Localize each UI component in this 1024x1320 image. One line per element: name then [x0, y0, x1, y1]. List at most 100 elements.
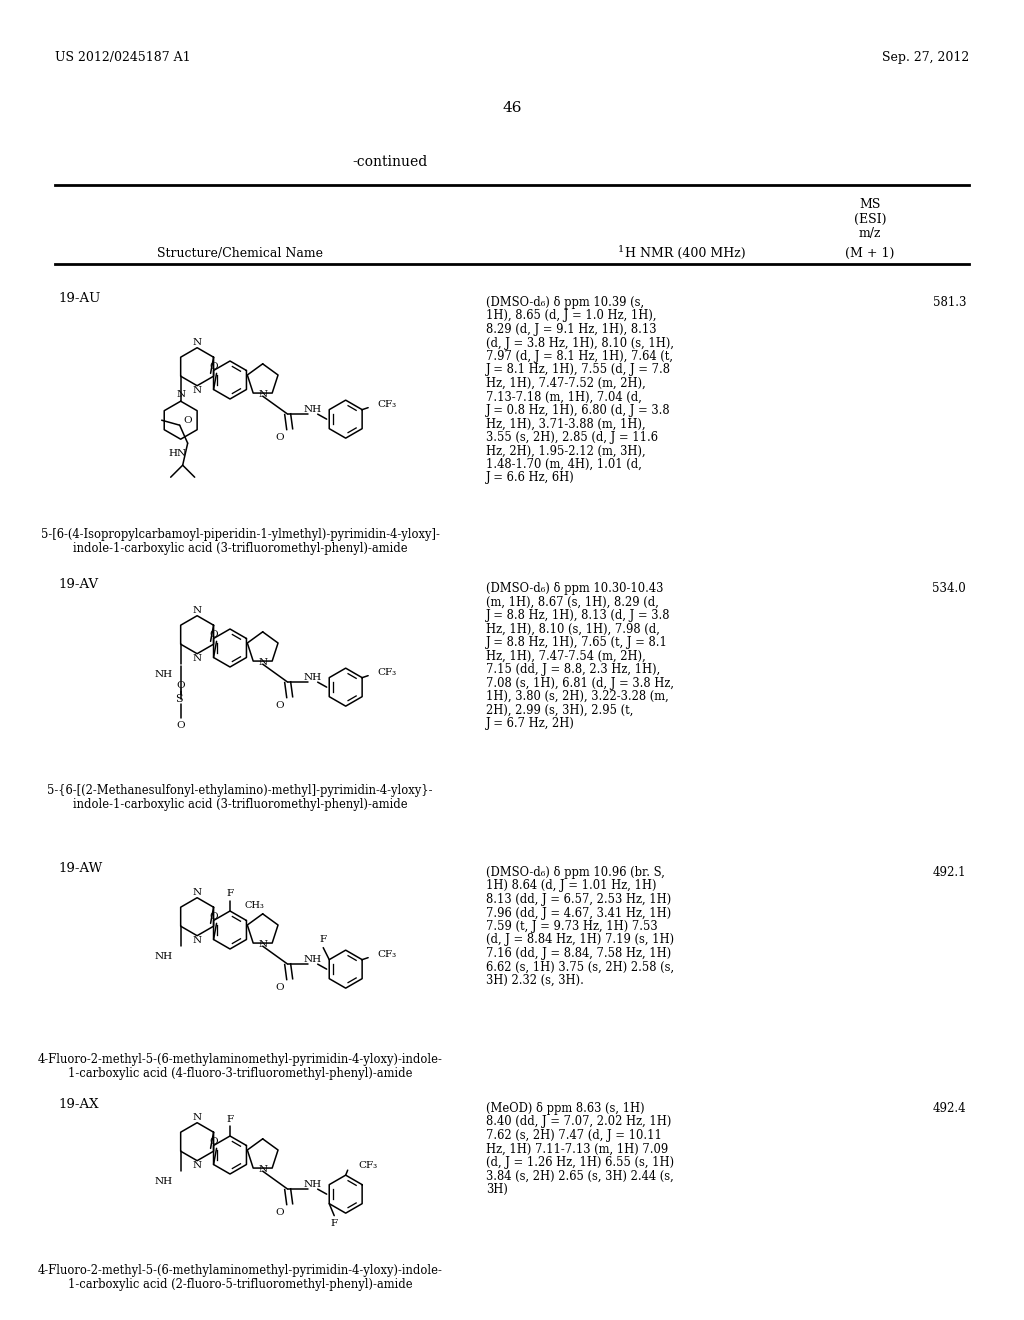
Text: 1-carboxylic acid (2-fluoro-5-trifluoromethyl-phenyl)-amide: 1-carboxylic acid (2-fluoro-5-trifluorom… [68, 1278, 413, 1291]
Text: (d, J = 1.26 Hz, 1H) 6.55 (s, 1H): (d, J = 1.26 Hz, 1H) 6.55 (s, 1H) [486, 1156, 674, 1170]
Text: O: O [275, 982, 284, 991]
Text: CF₃: CF₃ [358, 1160, 378, 1170]
Text: F: F [331, 1220, 338, 1228]
Text: 1H) 8.64 (d, J = 1.01 Hz, 1H): 1H) 8.64 (d, J = 1.01 Hz, 1H) [486, 879, 656, 892]
Text: N: N [193, 338, 202, 347]
Text: N: N [259, 389, 268, 399]
Text: 19-AX: 19-AX [58, 1097, 98, 1110]
Text: m/z: m/z [859, 227, 882, 239]
Text: 7.13-7.18 (m, 1H), 7.04 (d,: 7.13-7.18 (m, 1H), 7.04 (d, [486, 391, 642, 404]
Text: O: O [176, 681, 185, 689]
Text: 46: 46 [502, 102, 522, 115]
Text: 1.48-1.70 (m, 4H), 1.01 (d,: 1.48-1.70 (m, 4H), 1.01 (d, [486, 458, 642, 471]
Text: 4-Fluoro-2-methyl-5-(6-methylaminomethyl-pyrimidin-4-yloxy)-indole-: 4-Fluoro-2-methyl-5-(6-methylaminomethyl… [38, 1265, 442, 1276]
Text: MS: MS [859, 198, 881, 211]
Text: N: N [176, 389, 185, 399]
Text: N: N [259, 659, 268, 667]
Text: 19-AV: 19-AV [58, 578, 98, 590]
Text: O: O [209, 362, 218, 371]
Text: HN: HN [169, 449, 186, 458]
Text: Hz, 1H) 7.11-7.13 (m, 1H) 7.09: Hz, 1H) 7.11-7.13 (m, 1H) 7.09 [486, 1143, 669, 1155]
Text: Sep. 27, 2012: Sep. 27, 2012 [882, 51, 969, 65]
Text: -continued: -continued [352, 154, 428, 169]
Text: J = 8.8 Hz, 1H), 7.65 (t, J = 8.1: J = 8.8 Hz, 1H), 7.65 (t, J = 8.1 [486, 636, 668, 649]
Text: NH: NH [304, 405, 322, 413]
Text: 19-AU: 19-AU [58, 292, 100, 305]
Text: 7.96 (dd, J = 4.67, 3.41 Hz, 1H): 7.96 (dd, J = 4.67, 3.41 Hz, 1H) [486, 907, 672, 920]
Text: (M + 1): (M + 1) [846, 247, 895, 260]
Text: 8.40 (dd, J = 7.07, 2.02 Hz, 1H): 8.40 (dd, J = 7.07, 2.02 Hz, 1H) [486, 1115, 672, 1129]
Text: N: N [259, 1166, 268, 1173]
Text: 1H), 3.80 (s, 2H), 3.22-3.28 (m,: 1H), 3.80 (s, 2H), 3.22-3.28 (m, [486, 690, 669, 704]
Text: NH: NH [155, 669, 173, 678]
Text: S: S [175, 694, 182, 704]
Text: F: F [226, 1114, 233, 1123]
Text: CF₃: CF₃ [377, 668, 396, 677]
Text: N: N [193, 1162, 202, 1171]
Text: Hz, 1H), 7.47-7.54 (m, 2H),: Hz, 1H), 7.47-7.54 (m, 2H), [486, 649, 646, 663]
Text: O: O [209, 630, 218, 639]
Text: 5-{6-[(2-Methanesulfonyl-ethylamino)-methyl]-pyrimidin-4-yloxy}-: 5-{6-[(2-Methanesulfonyl-ethylamino)-met… [47, 784, 433, 797]
Text: Hz, 1H), 3.71-3.88 (m, 1H),: Hz, 1H), 3.71-3.88 (m, 1H), [486, 417, 645, 430]
Text: NH: NH [155, 1176, 173, 1185]
Text: Hz, 2H), 1.95-2.12 (m, 3H),: Hz, 2H), 1.95-2.12 (m, 3H), [486, 445, 645, 458]
Text: H NMR (400 MHz): H NMR (400 MHz) [625, 247, 745, 260]
Text: 7.15 (dd, J = 8.8, 2.3 Hz, 1H),: 7.15 (dd, J = 8.8, 2.3 Hz, 1H), [486, 663, 660, 676]
Text: 534.0: 534.0 [932, 582, 966, 595]
Text: 4-Fluoro-2-methyl-5-(6-methylaminomethyl-pyrimidin-4-yloxy)-indole-: 4-Fluoro-2-methyl-5-(6-methylaminomethyl… [38, 1053, 442, 1067]
Text: 7.97 (d, J = 8.1 Hz, 1H), 7.64 (t,: 7.97 (d, J = 8.1 Hz, 1H), 7.64 (t, [486, 350, 673, 363]
Text: (m, 1H), 8.67 (s, 1H), 8.29 (d,: (m, 1H), 8.67 (s, 1H), 8.29 (d, [486, 595, 658, 609]
Text: CF₃: CF₃ [377, 950, 396, 960]
Text: Structure/Chemical Name: Structure/Chemical Name [157, 247, 323, 260]
Text: 19-AW: 19-AW [58, 862, 102, 874]
Text: 8.13 (dd, J = 6.57, 2.53 Hz, 1H): 8.13 (dd, J = 6.57, 2.53 Hz, 1H) [486, 894, 672, 906]
Text: CH₃: CH₃ [245, 902, 264, 911]
Text: indole-1-carboxylic acid (3-trifluoromethyl-phenyl)-amide: indole-1-carboxylic acid (3-trifluoromet… [73, 799, 408, 810]
Text: N: N [193, 936, 202, 945]
Text: NH: NH [304, 673, 322, 681]
Text: 7.59 (t, J = 9.73 Hz, 1H) 7.53: 7.59 (t, J = 9.73 Hz, 1H) 7.53 [486, 920, 657, 933]
Text: O: O [176, 721, 185, 730]
Text: N: N [193, 1113, 202, 1122]
Text: 3H) 2.32 (s, 3H).: 3H) 2.32 (s, 3H). [486, 974, 584, 987]
Text: (ESI): (ESI) [854, 213, 886, 226]
Text: N: N [193, 606, 202, 615]
Text: O: O [275, 433, 284, 442]
Text: US 2012/0245187 A1: US 2012/0245187 A1 [55, 51, 190, 65]
Text: 7.62 (s, 2H) 7.47 (d, J = 10.11: 7.62 (s, 2H) 7.47 (d, J = 10.11 [486, 1129, 662, 1142]
Text: 7.16 (dd, J = 8.84, 7.58 Hz, 1H): 7.16 (dd, J = 8.84, 7.58 Hz, 1H) [486, 946, 672, 960]
Text: F: F [226, 890, 233, 899]
Text: (DMSO-d₆) δ ppm 10.39 (s,: (DMSO-d₆) δ ppm 10.39 (s, [486, 296, 644, 309]
Text: NH: NH [304, 1180, 322, 1188]
Text: 3.55 (s, 2H), 2.85 (d, J = 11.6: 3.55 (s, 2H), 2.85 (d, J = 11.6 [486, 432, 658, 444]
Text: O: O [275, 1208, 284, 1217]
Text: N: N [193, 655, 202, 663]
Text: 3H): 3H) [486, 1183, 508, 1196]
Text: (d, J = 8.84 Hz, 1H) 7.19 (s, 1H): (d, J = 8.84 Hz, 1H) 7.19 (s, 1H) [486, 933, 674, 946]
Text: O: O [183, 416, 191, 425]
Text: 1: 1 [617, 244, 624, 253]
Text: 1-carboxylic acid (4-fluoro-3-trifluoromethyl-phenyl)-amide: 1-carboxylic acid (4-fluoro-3-trifluorom… [68, 1067, 413, 1080]
Text: 581.3: 581.3 [933, 296, 966, 309]
Text: N: N [193, 387, 202, 395]
Text: J = 0.8 Hz, 1H), 6.80 (d, J = 3.8: J = 0.8 Hz, 1H), 6.80 (d, J = 3.8 [486, 404, 671, 417]
Text: (MeOD) δ ppm 8.63 (s, 1H): (MeOD) δ ppm 8.63 (s, 1H) [486, 1102, 645, 1115]
Text: J = 6.7 Hz, 2H): J = 6.7 Hz, 2H) [486, 717, 574, 730]
Text: J = 6.6 Hz, 6H): J = 6.6 Hz, 6H) [486, 471, 574, 484]
Text: 6.62 (s, 1H) 3.75 (s, 2H) 2.58 (s,: 6.62 (s, 1H) 3.75 (s, 2H) 2.58 (s, [486, 961, 674, 974]
Text: N: N [259, 940, 268, 949]
Text: CF₃: CF₃ [377, 400, 396, 409]
Text: 8.29 (d, J = 9.1 Hz, 1H), 8.13: 8.29 (d, J = 9.1 Hz, 1H), 8.13 [486, 323, 656, 337]
Text: Hz, 1H), 8.10 (s, 1H), 7.98 (d,: Hz, 1H), 8.10 (s, 1H), 7.98 (d, [486, 623, 659, 635]
Text: 492.1: 492.1 [933, 866, 966, 879]
Text: (DMSO-d₆) δ ppm 10.96 (br. S,: (DMSO-d₆) δ ppm 10.96 (br. S, [486, 866, 665, 879]
Text: 3.84 (s, 2H) 2.65 (s, 3H) 2.44 (s,: 3.84 (s, 2H) 2.65 (s, 3H) 2.44 (s, [486, 1170, 674, 1183]
Text: O: O [209, 1137, 218, 1146]
Text: NH: NH [155, 952, 173, 961]
Text: (d, J = 3.8 Hz, 1H), 8.10 (s, 1H),: (d, J = 3.8 Hz, 1H), 8.10 (s, 1H), [486, 337, 674, 350]
Text: NH: NH [304, 954, 322, 964]
Text: 5-[6-(4-Isopropylcarbamoyl-piperidin-1-ylmethyl)-pyrimidin-4-yloxy]-: 5-[6-(4-Isopropylcarbamoyl-piperidin-1-y… [41, 528, 439, 541]
Text: 1H), 8.65 (d, J = 1.0 Hz, 1H),: 1H), 8.65 (d, J = 1.0 Hz, 1H), [486, 309, 656, 322]
Text: 7.08 (s, 1H), 6.81 (d, J = 3.8 Hz,: 7.08 (s, 1H), 6.81 (d, J = 3.8 Hz, [486, 676, 674, 689]
Text: Hz, 1H), 7.47-7.52 (m, 2H),: Hz, 1H), 7.47-7.52 (m, 2H), [486, 378, 646, 389]
